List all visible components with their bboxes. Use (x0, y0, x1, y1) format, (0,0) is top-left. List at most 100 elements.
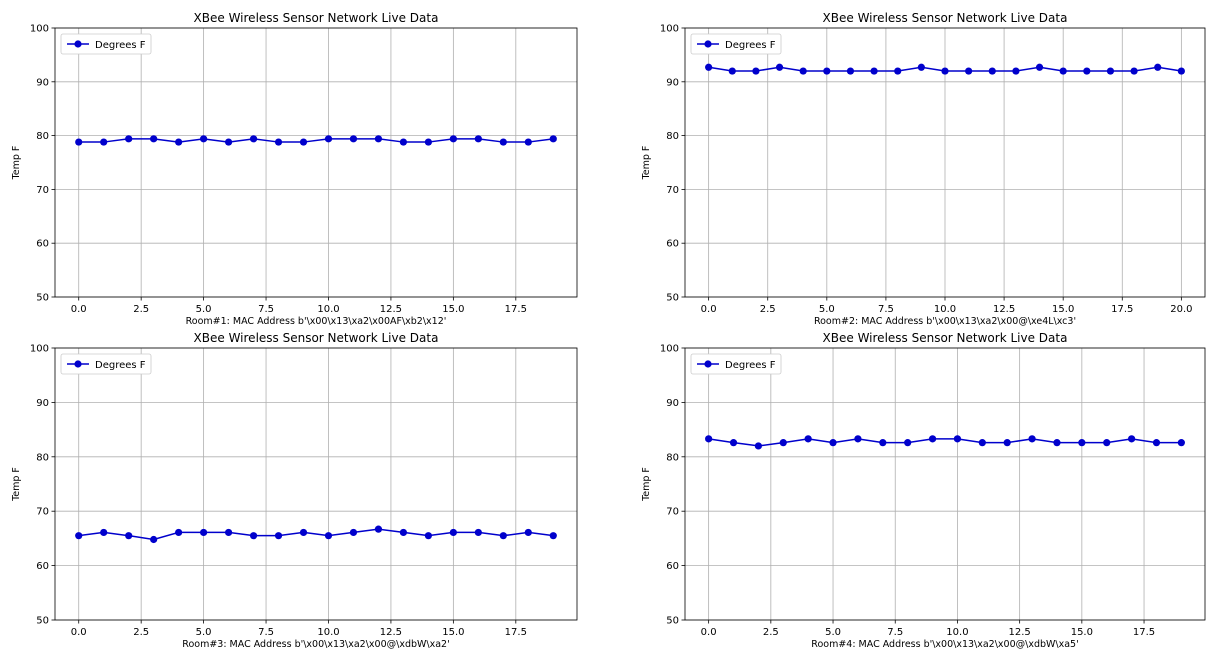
data-point (399, 528, 408, 537)
data-point (1028, 435, 1036, 443)
data-point (424, 138, 432, 146)
data-point (799, 67, 807, 75)
x-tick-label: 7.5 (878, 304, 894, 315)
data-point (894, 67, 902, 75)
data-point (1059, 67, 1067, 75)
plot-area (55, 348, 577, 620)
x-tick-label: 0.0 (701, 627, 717, 638)
data-point (150, 535, 158, 544)
data-point (965, 67, 973, 75)
x-tick-label: 17.5 (505, 627, 527, 638)
x-tick-label: 12.5 (1009, 627, 1031, 638)
x-tick-label: 10.0 (934, 304, 956, 315)
legend-marker (74, 360, 82, 368)
x-tick-label: 5.0 (196, 304, 212, 315)
axes-frame (54, 347, 578, 621)
y-axis-label: Temp F (641, 146, 652, 181)
y-tick-label: 80 (36, 131, 49, 142)
data-point (150, 135, 158, 143)
legend-box (60, 33, 152, 55)
y-tick-label: 50 (36, 616, 49, 627)
axes-frame (684, 27, 1206, 298)
x-tick-label: 0.0 (71, 627, 87, 638)
chart-title: XBee Wireless Sensor Network Live Data (823, 331, 1068, 345)
data-point (125, 532, 133, 540)
axes-frame (54, 27, 578, 298)
data-point (705, 435, 713, 443)
x-tick-label: 5.0 (196, 627, 212, 638)
data-point (854, 435, 862, 443)
data-point (449, 528, 457, 537)
x-tick-label: 12.5 (380, 304, 402, 315)
data-point (274, 532, 283, 540)
x-tick-label: 15.0 (1071, 627, 1093, 638)
data-point (941, 67, 949, 75)
chart-panel-3: 0.0 2.5 5.0 7.5 10.0 12.5 15.0 17.5 50 60 70 80 90 10… (11, 331, 578, 650)
y-tick-label: 60 (666, 239, 679, 250)
data-point (928, 435, 937, 443)
axes-frame (684, 347, 1206, 621)
y-tick-label: 100 (660, 344, 679, 355)
data-point (299, 528, 308, 537)
data-point (299, 138, 308, 146)
data-point (75, 138, 83, 146)
data-point (804, 435, 812, 443)
legend-label: Degrees F (725, 40, 776, 51)
x-tick-label: 7.5 (258, 304, 274, 315)
data-point (524, 528, 532, 537)
x-tick-label: 0.0 (71, 304, 87, 315)
legend-label: Degrees F (95, 360, 146, 371)
data-point (224, 528, 233, 537)
data-point (1154, 63, 1162, 71)
x-tick-label: 5.0 (825, 627, 841, 638)
y-tick-label: 70 (666, 185, 679, 196)
chart-panel-2: 0.0 2.5 5.0 7.5 10.0 12.5 15.0 17.5 20.0 50 60 70 80… (641, 11, 1206, 327)
y-tick-label: 90 (666, 77, 679, 88)
data-point (474, 528, 482, 537)
data-point (100, 138, 108, 146)
legend-label: Degrees F (725, 360, 776, 371)
x-tick-label: 2.5 (133, 627, 149, 638)
series-line (78, 138, 554, 143)
data-point (1078, 439, 1086, 447)
x-tick-label: 10.0 (946, 627, 968, 638)
data-point (779, 439, 787, 447)
y-axis-label: Temp F (11, 146, 22, 181)
data-point (729, 439, 738, 447)
x-tick-label: 17.5 (1133, 627, 1155, 638)
data-point (274, 138, 283, 146)
data-point (549, 532, 557, 540)
x-tick-label: 20.0 (1170, 304, 1192, 315)
data-point (1103, 439, 1111, 447)
x-tick-label: 7.5 (887, 627, 903, 638)
y-tick-label: 100 (30, 24, 49, 35)
data-point (829, 439, 837, 447)
y-tick-label: 70 (36, 507, 49, 518)
y-tick-label: 80 (666, 452, 679, 463)
data-point (200, 528, 208, 537)
data-point (349, 135, 358, 143)
data-point (1177, 439, 1185, 447)
data-point (549, 135, 557, 143)
x-tick-label: 15.0 (442, 627, 464, 638)
x-tick-label: 17.5 (1111, 304, 1133, 315)
chart-panel-1: 0.0 2.5 5.0 7.5 10.0 12.5 15.0 17.5 50 60 70 80 90 10… (11, 11, 578, 327)
x-tick-label: 15.0 (1052, 304, 1074, 315)
chart-panel-4: 0.0 2.5 5.0 7.5 10.0 12.5 15.0 17.5 50 60 70 80 90 10… (641, 331, 1206, 650)
x-tick-label: 2.5 (760, 304, 776, 315)
x-tick-label: 12.5 (993, 304, 1015, 315)
x-tick-label: 2.5 (133, 304, 149, 315)
data-point (775, 63, 784, 71)
legend-label: Degrees F (95, 40, 146, 51)
data-point (399, 138, 408, 146)
data-point (823, 67, 831, 75)
data-point (1083, 67, 1091, 75)
data-point (705, 63, 713, 71)
data-point (524, 138, 532, 146)
legend-marker (704, 360, 712, 368)
y-tick-label: 50 (666, 293, 679, 304)
x-tick-label: 2.5 (763, 627, 779, 638)
data-point (324, 532, 333, 540)
y-tick-label: 90 (666, 398, 679, 409)
data-point (870, 67, 878, 75)
